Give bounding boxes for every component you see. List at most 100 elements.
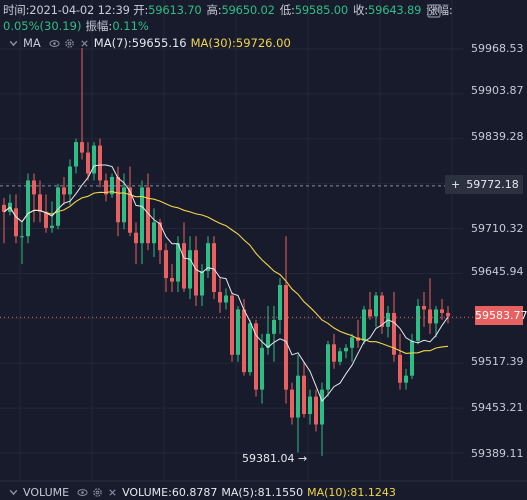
candle-body [86, 152, 90, 174]
ohlc-info: 时间:2021-04-02 12:39 开:59613.70 高:59650.02… [3, 2, 453, 18]
price-tick: 59903.87 [471, 84, 524, 97]
ma-legend: MA MA(7):59655.16 MA(30):59726.00 [8, 36, 291, 50]
close-icon[interactable] [107, 487, 118, 498]
candle-body [434, 309, 438, 324]
price-tick: 59710.32 [471, 222, 524, 235]
candle-body [344, 347, 348, 352]
candle-body [188, 250, 192, 289]
candle-body [266, 333, 270, 348]
candle-body [2, 204, 6, 212]
candle-body [164, 250, 168, 279]
candle-body [62, 187, 66, 195]
candle-body [152, 222, 156, 244]
candle-body [230, 295, 234, 355]
price-tick: 59645.94 [471, 265, 524, 278]
window-icon[interactable] [427, 4, 441, 18]
candle-body [440, 309, 444, 313]
candle-body [26, 180, 30, 237]
ma7-line [3, 164, 449, 403]
candle-body [248, 323, 252, 373]
candle-body [206, 243, 210, 272]
candle-body [326, 344, 330, 390]
volume-legend: VOLUME VOLUME:60.8787 MA(5):81.1550 MA(1… [8, 486, 396, 499]
ma-name: MA [23, 36, 41, 50]
candle-body [236, 309, 240, 355]
gear-icon[interactable] [92, 487, 103, 498]
eye-icon[interactable] [77, 487, 88, 498]
candle-body [314, 396, 318, 425]
candle-body [194, 250, 198, 296]
volume-name: VOLUME [23, 486, 70, 499]
candle-body [176, 243, 180, 282]
candle-body [200, 271, 204, 296]
candle-body [98, 145, 102, 181]
low-label: 低: [279, 3, 295, 17]
candle-body [338, 351, 342, 362]
amplitude-label: 振幅: [85, 19, 113, 33]
chevron-down-icon[interactable] [8, 38, 19, 49]
amplitude-value: 0.11% [112, 19, 149, 33]
close-label: 收: [352, 3, 368, 17]
candle-body [416, 305, 420, 341]
candle-body [272, 319, 276, 334]
candle-body [104, 180, 108, 195]
time-value: 2021-04-02 12:39 [29, 3, 130, 17]
candle-body [392, 312, 396, 355]
candle-body [116, 176, 120, 223]
candle-body [242, 309, 246, 373]
candle-body [140, 187, 144, 244]
close-icon[interactable] [79, 38, 90, 49]
candle-body [302, 375, 306, 415]
candle-body [362, 309, 366, 341]
candle-body [404, 375, 408, 383]
candle-body [218, 292, 222, 303]
change-info: 0.05%(30.19) 振幅:0.11% [3, 18, 149, 34]
current-price-label: 59583.77 [475, 306, 527, 325]
low-price-marker: 59381.04 → [242, 452, 308, 465]
candle-body [446, 312, 450, 317]
candle-body [92, 145, 96, 174]
candle-body [320, 389, 324, 425]
candle-body [158, 222, 162, 251]
candle-body [380, 295, 384, 327]
price-tick: 59839.28 [471, 130, 524, 143]
candle-body [50, 225, 54, 228]
candle-body [74, 142, 78, 167]
candle-body [350, 337, 354, 348]
eye-icon[interactable] [49, 38, 60, 49]
time-label: 时间: [3, 3, 30, 17]
chevron-down-icon[interactable] [8, 487, 19, 498]
candle-body [32, 180, 36, 195]
candle-body [44, 211, 48, 228]
crosshair-price-label: +59772.18 [445, 175, 523, 194]
ma30-line [3, 191, 449, 354]
candle-body [20, 236, 24, 238]
candle-body [38, 194, 42, 212]
candle-body [182, 243, 186, 289]
close-value: 59643.89 [367, 3, 422, 17]
price-tick: 59517.39 [471, 355, 524, 368]
price-tick: 59453.21 [471, 401, 524, 414]
price-tick: 59389.11 [471, 447, 524, 460]
candle-body [422, 305, 426, 310]
candle-body [134, 232, 138, 244]
high-value: 59650.02 [221, 3, 275, 17]
candle-body [110, 176, 114, 195]
gear-icon[interactable] [64, 38, 75, 49]
price-tick: 59968.53 [471, 42, 524, 55]
candle-body [332, 344, 336, 362]
candle-body [278, 285, 282, 320]
candle-body [224, 295, 228, 303]
candle-body [170, 278, 174, 282]
candle-body [122, 187, 126, 223]
candle-body [368, 309, 372, 317]
candle-body [296, 375, 300, 418]
low-value: 59585.00 [294, 3, 348, 17]
crosshair-price-value: 59772.18 [466, 178, 519, 191]
candle-body [308, 396, 312, 415]
open-value: 59613.70 [148, 3, 202, 17]
candle-body [128, 187, 132, 233]
candle-body [410, 340, 414, 376]
candle-body [428, 309, 432, 324]
